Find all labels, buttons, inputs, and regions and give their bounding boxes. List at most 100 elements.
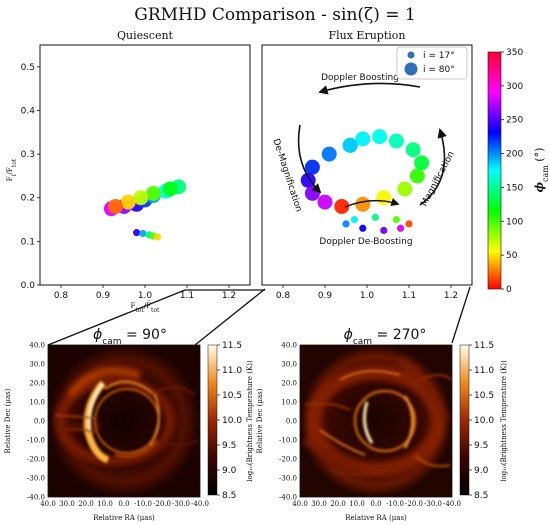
scatter-point — [350, 215, 358, 224]
y-tick-label: 0.0 — [21, 281, 36, 291]
scatter-points-quiescent — [103, 179, 187, 241]
panel-title-quiescent: Quiescent — [117, 29, 174, 42]
phi-tick-label: 200 — [506, 150, 523, 160]
cam-title-90: ϕcam = 90° — [93, 327, 167, 347]
temp-tick-label: 9.0 — [222, 466, 237, 476]
img-y-tick-label: 0.0 — [286, 418, 297, 426]
temp-tick-label: 11.0 — [222, 366, 242, 376]
xlabel-sub-tot2: tot — [151, 307, 160, 314]
scatter-point — [409, 168, 425, 184]
scatter-point — [405, 220, 413, 228]
cam270-phi: ϕ — [344, 327, 353, 343]
phi-colorbar — [487, 51, 502, 290]
phi-tick-label: 150 — [506, 183, 523, 193]
scatter-point — [342, 137, 358, 153]
temp-tick-label: 10.0 — [474, 416, 494, 426]
black-hole-image-90 — [48, 345, 200, 497]
phi-tick-label: 350 — [506, 48, 523, 58]
scatter-point — [376, 190, 392, 206]
zoom-line-right-b — [451, 286, 471, 344]
img-y-tick-label: 40.0 — [29, 342, 45, 350]
scatter-point — [414, 155, 430, 171]
temp-tick-label: 10.5 — [222, 391, 242, 401]
img-y-tick-label: -10.0 — [279, 437, 297, 445]
img-y-tick-label: -30.0 — [27, 475, 45, 483]
arrow-de-magnification — [297, 124, 322, 194]
img-x-tick-label: 20.0 — [78, 500, 94, 508]
scatter-point — [355, 131, 371, 147]
temp-tick-label: 9.5 — [222, 441, 236, 451]
img-y-tick-label: 20.0 — [281, 380, 297, 388]
temp-colorbar-90 — [207, 344, 218, 496]
xlabel-sub-tot: tot — [135, 307, 144, 314]
xlabel-f: F — [131, 302, 136, 310]
image-frame-270 — [299, 344, 453, 498]
image-frame-90 — [47, 344, 201, 498]
scatter-point — [304, 159, 320, 175]
arrow-magnification — [419, 128, 447, 206]
temp-tick-label: 9.5 — [474, 441, 488, 451]
phi-label-unit: (°) — [533, 148, 546, 166]
x-axis-label-quiescent: Ftot/F̅tot — [131, 301, 161, 314]
y-ticks-quiescent: 0.0 0.1 0.2 0.3 0.4 0.5 — [21, 63, 40, 291]
legend-label-i80: i = 80° — [423, 65, 455, 75]
scatter-point — [388, 133, 404, 149]
zoom-line-left — [47, 289, 186, 346]
img2-ylabel: Relative Dec (μas) — [256, 388, 264, 453]
img-x-tick-label: 20.0 — [330, 500, 346, 508]
img-x-tick-label: 30.0 — [311, 500, 327, 508]
y-axis-label-quiescent: Fi/Ftot — [6, 158, 18, 181]
scatter-point — [342, 220, 350, 228]
scatter-point — [133, 229, 141, 237]
black-hole-image-270 — [300, 345, 452, 497]
phi-tick-label: 250 — [506, 116, 523, 126]
ylabel-sub-i: i — [11, 174, 18, 176]
legend-marker-i17 — [407, 51, 415, 59]
img-x-tick-label: 10.0 — [97, 500, 113, 508]
x-tick-label: 1.2 — [222, 291, 236, 301]
scatter-point — [304, 185, 320, 201]
x-tick-label: 1.2 — [444, 291, 458, 301]
x-tick-label: 1.0 — [138, 291, 153, 301]
img-x-tick-label: -40.0 — [191, 500, 209, 508]
img-y-tick-label: -40.0 — [27, 494, 45, 502]
legend-marker-i80 — [404, 62, 418, 76]
scatter-point — [359, 224, 367, 232]
img-y-tick-label: -10.0 — [27, 437, 45, 445]
annotation-doppler-boosting: Doppler Boosting — [321, 73, 399, 83]
x-tick-label: 0.8 — [54, 291, 69, 301]
img-x-tick-label: -20.0 — [153, 500, 171, 508]
img-y-tick-label: 40.0 — [281, 342, 297, 350]
img-x-tick-label: -30.0 — [172, 500, 190, 508]
phi-label-sub: cam — [541, 165, 550, 182]
ylabel-f: F — [6, 176, 14, 181]
x-tick-label: 1.1 — [402, 291, 416, 301]
y-tick-label: 0.5 — [21, 63, 35, 73]
temp-tick-label: 11.5 — [474, 341, 494, 351]
phi-colorbar-label: ϕcam (°) — [533, 148, 550, 193]
scatter-point — [133, 190, 149, 206]
img-x-tick-label: 40.0 — [40, 500, 56, 508]
scatter-point — [120, 194, 136, 210]
y-tick-label: 0.1 — [21, 237, 35, 247]
cam270-sub: cam — [353, 337, 372, 347]
img-y-tick-label: 10.0 — [29, 399, 45, 407]
img-x-tick-label: 0.0 — [118, 500, 129, 508]
cam90-value: = 90° — [122, 327, 167, 343]
scatter-point — [397, 224, 405, 232]
temp-tick-label: 10.0 — [222, 416, 242, 426]
x-ticks-flux-eruption: 0.8 0.9 1.0 1.1 1.2 — [276, 285, 458, 301]
x-tick-label: 0.9 — [318, 291, 333, 301]
scatter-point — [371, 213, 379, 221]
plot-area-quiescent — [39, 44, 251, 286]
x-ticks-quiescent: 0.8 0.9 1.0 1.1 1.2 — [54, 285, 236, 301]
phi-colorbar-ticks: 350 300 250 200 150 100 50 0 — [501, 48, 523, 295]
annotation-doppler-de-boosting: Doppler De-Boosting — [319, 237, 412, 247]
img-y-tick-label: 20.0 — [29, 380, 45, 388]
cam90-sub: cam — [102, 337, 121, 347]
img-y-tick-label: 30.0 — [281, 361, 297, 369]
figure-title: GRMHD Comparison - sin(ζ) = 1 — [134, 5, 416, 25]
img-x-tick-label: -40.0 — [443, 500, 461, 508]
scatter-point — [355, 196, 371, 212]
